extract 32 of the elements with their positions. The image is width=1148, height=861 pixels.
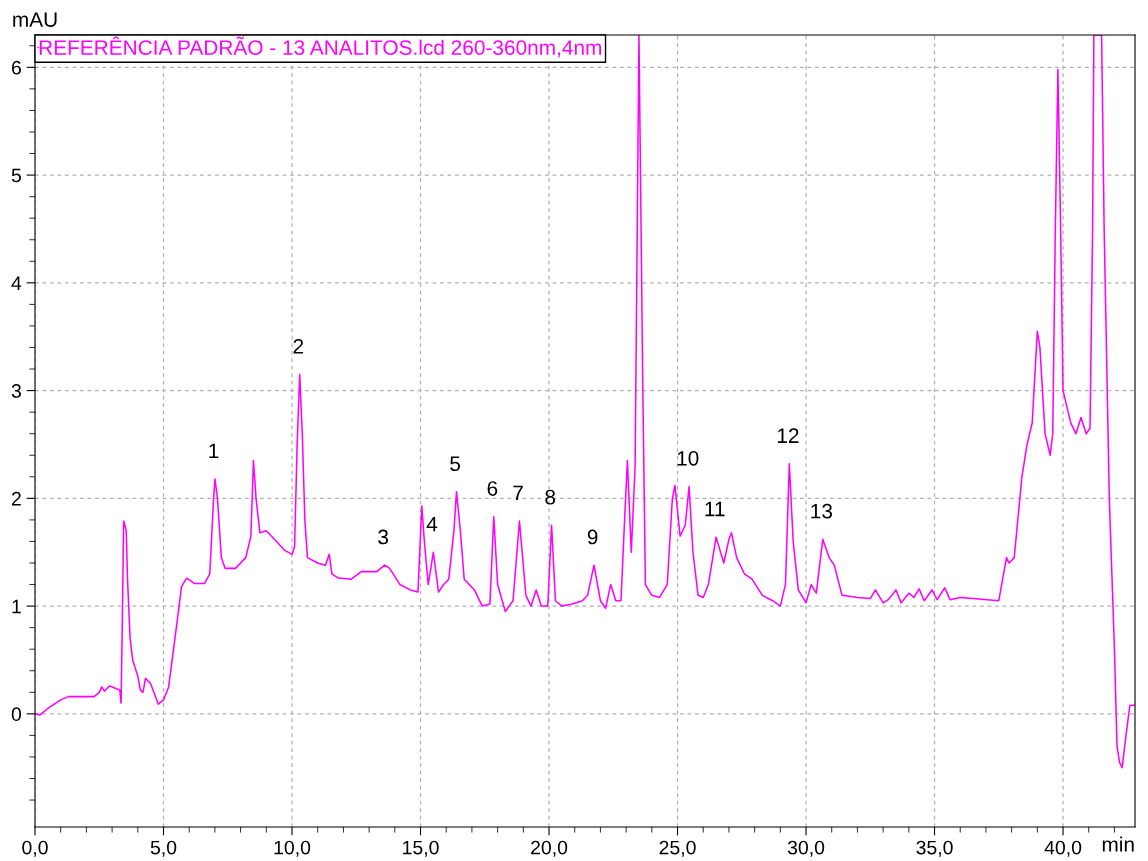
annotation: 3 (378, 529, 389, 545)
annotation: 4 (426, 516, 438, 532)
x-tick-label: 10,0 (274, 840, 311, 857)
y-tick-label: 3 (11, 384, 21, 398)
y-tick-label: 6 (11, 60, 21, 75)
x-tick-label: 5,0 (150, 840, 177, 857)
annotation: 8 (545, 489, 556, 505)
annotation: 7 (513, 485, 523, 500)
y-tick-label: 2 (11, 491, 21, 506)
annotation: 5 (450, 456, 461, 472)
x-tick-label: 0,0 (22, 840, 48, 857)
annotation: 2 (293, 338, 304, 354)
x-tick-label: 25,0 (659, 840, 696, 857)
x-axis-title: min (1102, 836, 1134, 852)
annotation: 13 (811, 503, 833, 519)
x-tick-label: 40,0 (1044, 840, 1082, 857)
y-tick-label: 5 (11, 168, 21, 183)
y-axis-title: mAU (13, 12, 57, 27)
x-tick-label: 20,0 (531, 840, 568, 857)
annotation: 10 (677, 450, 699, 466)
x-tick-label: 30,0 (787, 840, 825, 857)
x-tick-label: 35,0 (916, 840, 953, 857)
annotation: 1 (209, 443, 219, 458)
y-tick-label: 1 (12, 599, 21, 614)
annotation: 6 (487, 481, 498, 496)
legend-label: REFERÊNCIA PADRÃO - 13 ANALITOS.lcd 260-360nm,4nm (39, 36, 602, 58)
x-tick-label: 15,0 (403, 840, 439, 857)
annotation: 12 (777, 428, 799, 443)
annotation: 9 (587, 529, 598, 545)
y-tick-label: 4 (11, 276, 22, 290)
annotation: 11 (705, 501, 725, 517)
y-tick-label: 0 (11, 707, 22, 722)
